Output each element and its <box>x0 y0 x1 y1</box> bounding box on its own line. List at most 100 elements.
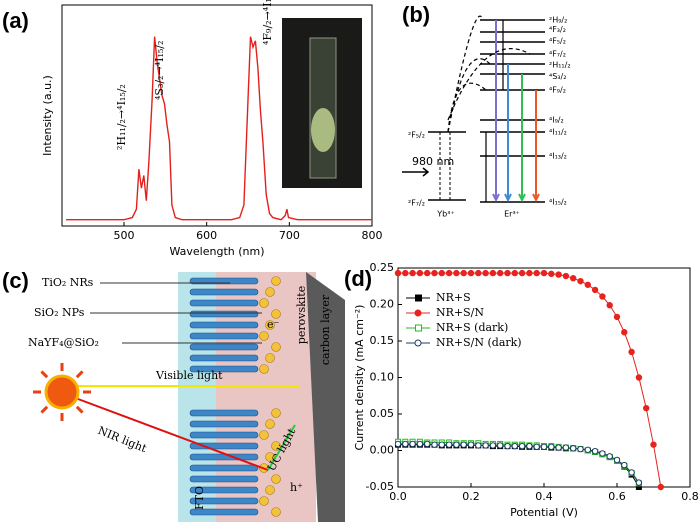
series-line <box>398 443 640 483</box>
marker <box>453 269 460 277</box>
glow <box>311 108 335 152</box>
marker <box>526 442 533 450</box>
marker <box>453 441 460 448</box>
sun <box>44 374 80 410</box>
schematic-label: Visible light <box>155 369 223 382</box>
schematic <box>33 272 345 522</box>
sun-ray <box>40 405 49 414</box>
x-axis-label: Wavelength (nm) <box>169 245 264 258</box>
er-level-label: ⁴I₁₁/₂ <box>549 128 567 137</box>
schematic-label: FTO <box>193 486 206 510</box>
schematic-label: h⁺ <box>290 481 303 494</box>
marker <box>628 469 635 476</box>
sun-ray <box>40 370 49 379</box>
nanorod <box>189 332 259 340</box>
marker <box>533 269 540 277</box>
marker <box>489 269 497 277</box>
nanoparticle <box>265 320 275 330</box>
marker <box>402 269 409 277</box>
series-line <box>66 36 372 221</box>
marker <box>489 442 497 449</box>
er-level-label: ⁴I₁₃/₂ <box>549 152 567 161</box>
marker <box>591 448 599 455</box>
emission-arrow <box>532 90 540 203</box>
marker <box>548 270 555 278</box>
marker <box>584 281 591 288</box>
nanoparticle <box>271 507 281 517</box>
panel-label: (c) <box>2 268 29 293</box>
marker <box>533 443 540 451</box>
annotation: ⁴S₃/₂→⁴I₁₅/₂ <box>153 41 166 100</box>
marker <box>621 461 628 469</box>
fto-layer <box>178 272 216 522</box>
marker <box>467 441 475 448</box>
marker <box>424 440 431 448</box>
panel-label: (a) <box>2 8 29 33</box>
nanorod <box>189 354 259 362</box>
marker <box>511 269 518 277</box>
y-axis-label: Intensity (a.u.) <box>41 75 54 156</box>
marker <box>475 269 482 277</box>
marker <box>562 272 570 280</box>
marker <box>497 442 504 449</box>
nanorod <box>189 299 259 307</box>
nir-ray <box>69 395 269 471</box>
marker <box>606 453 613 460</box>
sun-rays <box>33 363 91 421</box>
nanoparticle <box>271 441 281 451</box>
excitation-label: 980 nm <box>412 155 454 168</box>
er-level-label: ⁴I₉/₂ <box>549 116 564 125</box>
carbon-layer <box>306 272 345 522</box>
excitation-arrow <box>402 167 430 177</box>
ion-label: Yb³⁺ <box>436 210 454 219</box>
marker <box>621 329 628 336</box>
marker <box>613 456 621 464</box>
x-tick-label: 0.8 <box>681 490 699 503</box>
legend-marker <box>414 339 422 347</box>
er-level-label: ⁴I₁₅/₂ <box>549 198 567 207</box>
nanorod <box>189 508 259 516</box>
legend-marker <box>414 309 422 317</box>
nanoparticle <box>259 430 269 440</box>
marker <box>526 269 533 277</box>
x-tick-label: 700 <box>279 229 300 242</box>
nanorod <box>189 409 259 417</box>
nanoparticle <box>265 353 275 363</box>
nanorod <box>189 420 259 428</box>
er-level-label: ⁴S₃/₂ <box>549 72 566 81</box>
nanoparticle <box>259 364 269 374</box>
marker <box>562 444 570 451</box>
marker <box>650 441 657 448</box>
nanorod <box>189 464 259 472</box>
marker <box>635 374 643 381</box>
marker <box>409 440 416 448</box>
nanoparticle <box>271 408 281 418</box>
y-tick-label: 0.15 <box>370 334 395 347</box>
legend-marker <box>415 324 422 332</box>
annotation: ⁴F₉/₂→⁴I₁₅/₂ <box>261 0 274 45</box>
marker <box>577 277 584 285</box>
marker <box>518 442 526 450</box>
er-level-label: ²H₉/₂ <box>549 16 567 25</box>
x-tick-label: 500 <box>114 229 135 242</box>
marker <box>438 269 445 277</box>
nanoparticle <box>271 276 281 286</box>
nanoparticle <box>271 342 281 352</box>
ion-label: Er³⁺ <box>504 210 520 219</box>
legend-label: NR+S/N <box>436 306 484 319</box>
energy-transfer <box>447 48 531 121</box>
marker <box>555 271 562 278</box>
nanoparticle <box>259 331 269 341</box>
marker <box>511 442 518 450</box>
nanoparticle <box>271 309 281 319</box>
marker <box>416 269 424 277</box>
marker <box>613 313 621 321</box>
plot-frame <box>61 4 373 227</box>
marker <box>657 483 664 491</box>
y-tick-label: -0.05 <box>366 480 394 493</box>
yb-level-label: ²F₅/₂ <box>408 131 425 140</box>
marker <box>467 269 475 277</box>
legend-marker <box>415 294 422 302</box>
marker <box>431 269 438 277</box>
